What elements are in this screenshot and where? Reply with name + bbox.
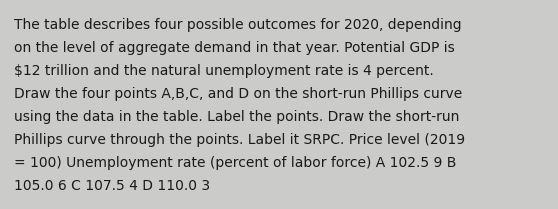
Text: = 100) Unemployment rate (percent of labor force) A 102.5 9 B: = 100) Unemployment rate (percent of lab…: [14, 156, 456, 170]
Text: Draw the four points A,B,C, and D on the short-run Phillips curve: Draw the four points A,B,C, and D on the…: [14, 87, 462, 101]
Text: 105.0 6 C 107.5 4 D 110.0 3: 105.0 6 C 107.5 4 D 110.0 3: [14, 179, 210, 193]
Text: $12 trillion and the natural unemployment rate is 4 percent.: $12 trillion and the natural unemploymen…: [14, 64, 434, 78]
Text: using the data in the table. Label the points. Draw the short-run: using the data in the table. Label the p…: [14, 110, 459, 124]
Text: on the level of aggregate demand in that year. Potential GDP is: on the level of aggregate demand in that…: [14, 41, 455, 55]
Text: Phillips curve through the points. Label it SRPC. Price level (2019: Phillips curve through the points. Label…: [14, 133, 465, 147]
Text: The table describes four possible outcomes for 2020, depending: The table describes four possible outcom…: [14, 18, 461, 32]
